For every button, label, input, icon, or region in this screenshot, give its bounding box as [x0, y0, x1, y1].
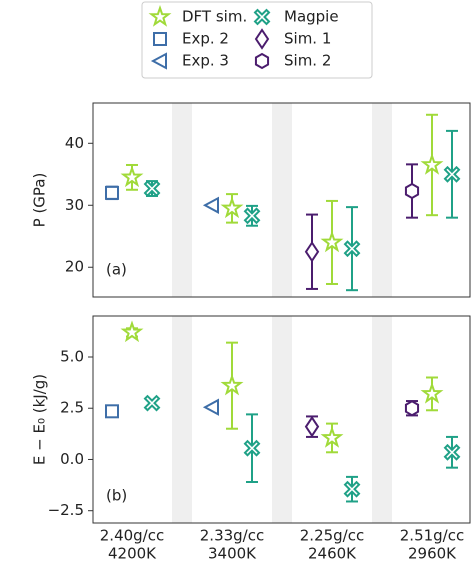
- y-tick-label: 0.0: [60, 450, 84, 468]
- marker: [105, 185, 119, 200]
- legend-label: Sim. 1: [284, 30, 331, 48]
- marker: [243, 207, 261, 225]
- legend-label: Exp. 2: [182, 30, 229, 48]
- x-tick-label: 2.40g/cc: [100, 527, 164, 545]
- separator-band: [372, 316, 392, 523]
- marker: [120, 165, 144, 188]
- marker: [304, 240, 320, 263]
- marker: [320, 230, 344, 253]
- marker: [304, 415, 320, 438]
- marker: [143, 394, 161, 412]
- y-tick-label: 20: [65, 258, 84, 276]
- x-tick-label: 4200K: [108, 545, 157, 561]
- marker: [105, 404, 119, 419]
- panel-label: (b): [106, 487, 127, 505]
- marker: [143, 180, 161, 197]
- legend-marker: [254, 52, 270, 70]
- separator-band: [272, 103, 292, 297]
- marker: [202, 398, 219, 416]
- x-tick-label: 2.25g/cc: [300, 527, 364, 545]
- marker: [343, 240, 361, 258]
- separator-band: [172, 103, 192, 297]
- marker: [120, 320, 144, 343]
- marker: [220, 196, 244, 219]
- legend-marker: [150, 52, 167, 70]
- legend-marker: [254, 28, 270, 50]
- plot-frame: [92, 102, 471, 298]
- y-tick-label: −2.5: [48, 501, 84, 519]
- marker: [420, 381, 444, 404]
- x-tick-label: 2460K: [308, 545, 357, 561]
- marker: [220, 373, 244, 396]
- y-axis-label: E − E₀ (kJ/g): [31, 374, 49, 465]
- marker: [443, 443, 461, 461]
- panel-label: (a): [106, 261, 127, 279]
- y-tick-label: 5.0: [60, 347, 84, 365]
- legend-marker: [153, 32, 167, 46]
- x-tick-label: 3400K: [208, 545, 257, 561]
- legend-marker: [148, 4, 172, 27]
- x-tick-label: 2960K: [408, 545, 457, 561]
- legend-label: Sim. 2: [284, 52, 331, 70]
- marker: [443, 165, 461, 183]
- x-tick-label: 2.33g/cc: [200, 527, 264, 545]
- marker: [404, 182, 420, 200]
- y-tick-label: 2.5: [60, 399, 84, 417]
- marker: [420, 152, 444, 175]
- separator-band: [272, 316, 292, 523]
- marker: [343, 480, 361, 498]
- separator-band: [372, 103, 392, 297]
- legend-label: Exp. 3: [182, 52, 229, 70]
- y-tick-label: 30: [65, 196, 84, 214]
- plot-frame: [92, 315, 471, 524]
- marker: [320, 425, 344, 448]
- y-axis-label: P (GPa): [31, 173, 49, 228]
- legend-label: DFT sim.: [182, 8, 247, 26]
- marker: [202, 196, 219, 214]
- y-tick-label: 40: [65, 134, 84, 152]
- legend-label: Magpie: [284, 8, 339, 26]
- marker: [404, 400, 420, 417]
- separator-band: [172, 316, 192, 523]
- x-tick-label: 2.51g/cc: [400, 527, 464, 545]
- legend-marker: [253, 8, 271, 26]
- marker: [243, 439, 261, 457]
